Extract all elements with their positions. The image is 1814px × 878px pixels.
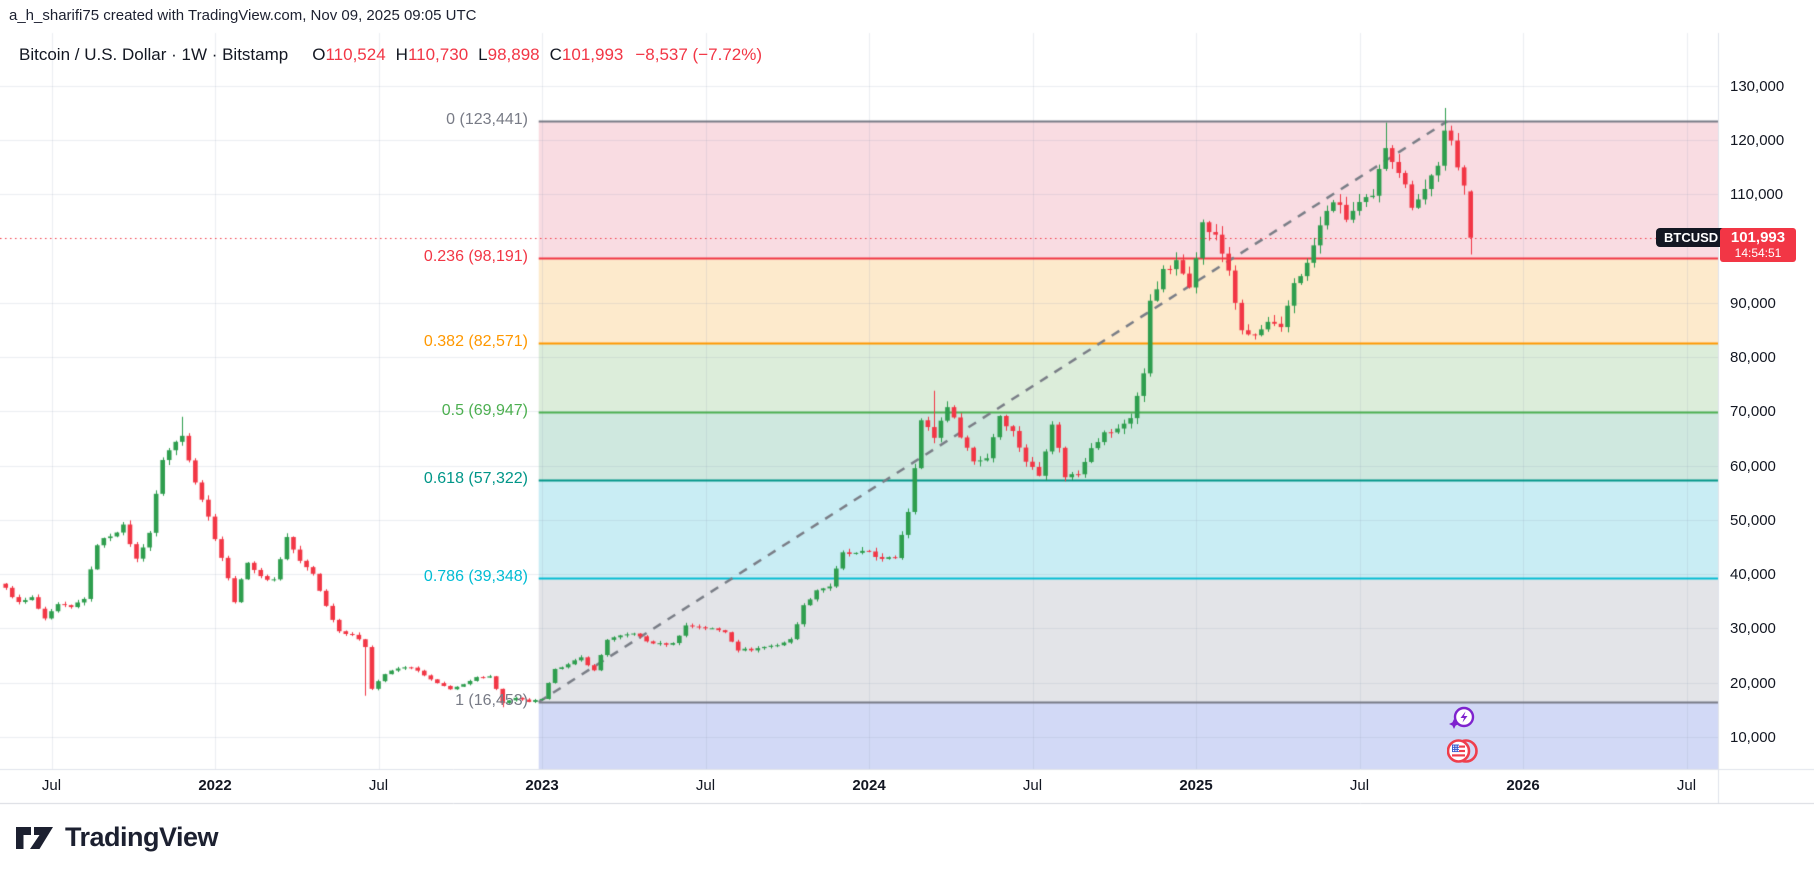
time-tick-2024-2024: 2024 — [852, 777, 886, 794]
time-tick-Jul-2025.5: Jul — [1349, 777, 1370, 794]
time-tick-Jul-2023.5: Jul — [695, 777, 716, 794]
price-tick-20,000: 20,000 — [1730, 674, 1776, 692]
chart-legend: Bitcoin / U.S. Dollar · 1W · Bitstamp O11… — [19, 45, 762, 65]
price-tick-90,000: 90,000 — [1730, 294, 1776, 312]
current-price-box: 101,993 14:54:51 — [1720, 227, 1796, 262]
price-tick-50,000: 50,000 — [1730, 511, 1776, 529]
symbol-title[interactable]: Bitcoin / U.S. Dollar · 1W · Bitstamp — [19, 45, 289, 64]
fib-label-0.236: 0.236 (98,191) — [423, 248, 528, 266]
time-tick-Jul-2026.5: Jul — [1676, 777, 1697, 794]
time-tick-Jul-2022.5: Jul — [368, 777, 389, 794]
tradingview-logo[interactable]: TradingView — [15, 822, 219, 853]
tradingview-logo-mark — [16, 826, 53, 849]
price-tick-70,000: 70,000 — [1730, 403, 1776, 421]
tradingview-logo-text: TradingView — [65, 822, 219, 852]
sparkle-lightning-icon[interactable] — [1448, 705, 1476, 731]
price-tick-120,000: 120,000 — [1730, 132, 1785, 149]
fib-label-0.382: 0.382 (82,571) — [423, 333, 528, 351]
price-tick-60,000: 60,000 — [1730, 457, 1776, 475]
fib-label-1: 1 (16,453) — [455, 691, 528, 709]
bar-countdown: 14:54:51 — [1734, 245, 1782, 260]
ohlc-open: O110,524 — [312, 45, 386, 64]
current-price-value: 101,993 — [1730, 228, 1786, 246]
time-tick-Jul-2021.5: Jul — [41, 777, 62, 794]
time-tick-2023-2023: 2023 — [525, 777, 559, 794]
price-tick-110,000: 110,000 — [1730, 186, 1784, 204]
symbol-price-tag: BTCUSD — [1656, 228, 1727, 248]
ohlc-close: C101,993 — [549, 45, 624, 64]
fib-label-0.5: 0.5 (69,947) — [441, 401, 528, 419]
price-tick-80,000: 80,000 — [1730, 349, 1776, 367]
attribution-text: a_h_sharifi75 created with TradingView.c… — [9, 7, 477, 24]
price-tick-130,000: 130,000 — [1730, 77, 1785, 95]
fib-label-0.618: 0.618 (57,322) — [423, 470, 528, 488]
price-tick-40,000: 40,000 — [1730, 566, 1776, 584]
time-tick-2026-2026: 2026 — [1506, 777, 1540, 794]
change-value: −8,537 (−7.72%) — [635, 45, 763, 64]
time-tick-Jul-2024.5: Jul — [1022, 777, 1043, 794]
fib-label-0.786: 0.786 (39,348) — [423, 567, 528, 585]
fib-label-0: 0 (123,441) — [446, 111, 528, 129]
us-economic-event-icon[interactable] — [1447, 738, 1483, 764]
time-tick-2022-2022: 2022 — [198, 777, 232, 794]
price-tick-10,000: 10,000 — [1730, 728, 1776, 746]
ohlc-low: L98,898 — [478, 45, 540, 64]
time-tick-2025-2025: 2025 — [1179, 777, 1213, 794]
price-tick-30,000: 30,000 — [1730, 620, 1776, 638]
ohlc-high: H110,730 — [395, 45, 469, 64]
